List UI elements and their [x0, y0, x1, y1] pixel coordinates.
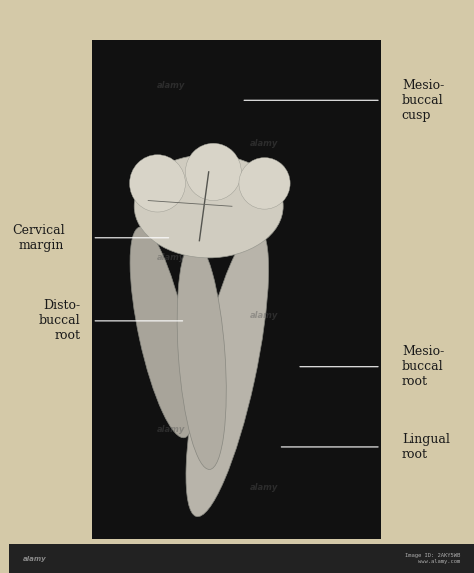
Text: alamy: alamy: [157, 253, 186, 262]
Text: alamy: alamy: [250, 311, 279, 320]
Text: Disto-
buccal
root: Disto- buccal root: [39, 299, 81, 343]
Text: Lingual
root: Lingual root: [402, 433, 450, 461]
Ellipse shape: [177, 241, 226, 469]
Text: alamy: alamy: [22, 556, 46, 562]
Text: Cervical
margin: Cervical margin: [12, 224, 64, 252]
Ellipse shape: [185, 143, 241, 201]
Ellipse shape: [129, 155, 185, 212]
Bar: [92, 40, 381, 539]
Ellipse shape: [239, 158, 290, 209]
Text: alamy: alamy: [250, 482, 279, 492]
Text: alamy: alamy: [157, 81, 186, 91]
Bar: [9, 544, 474, 573]
Ellipse shape: [134, 155, 283, 258]
Text: Mesio-
buccal
root: Mesio- buccal root: [402, 345, 444, 388]
Text: alamy: alamy: [250, 139, 279, 148]
Text: Image ID: 2AKY5WB
www.alamy.com: Image ID: 2AKY5WB www.alamy.com: [405, 554, 460, 564]
Ellipse shape: [130, 227, 194, 438]
Text: Mesio-
buccal
cusp: Mesio- buccal cusp: [402, 79, 444, 122]
Ellipse shape: [186, 228, 269, 517]
Text: alamy: alamy: [157, 425, 186, 434]
